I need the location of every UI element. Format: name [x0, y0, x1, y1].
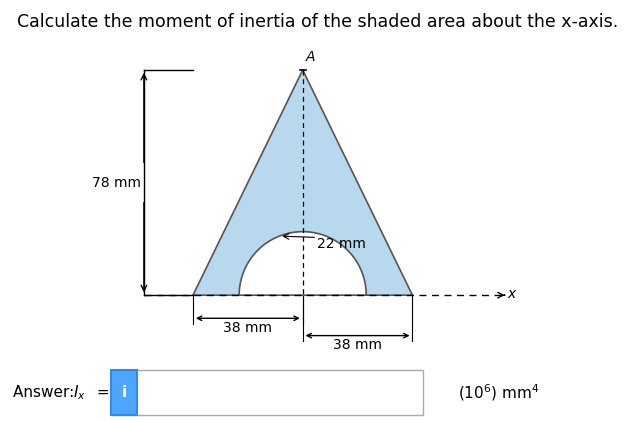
Text: Answer:: Answer:	[13, 385, 79, 400]
FancyBboxPatch shape	[111, 370, 137, 415]
Polygon shape	[193, 70, 412, 295]
Text: 22 mm: 22 mm	[317, 238, 366, 252]
Text: x: x	[508, 287, 516, 301]
Text: Calculate the moment of inertia of the shaded area about the x-axis.: Calculate the moment of inertia of the s…	[17, 13, 619, 31]
Polygon shape	[239, 232, 366, 295]
Text: $I_x$: $I_x$	[73, 383, 86, 402]
FancyBboxPatch shape	[111, 370, 423, 415]
Text: 38 mm: 38 mm	[333, 338, 382, 352]
Text: 38 mm: 38 mm	[223, 321, 272, 335]
Text: A: A	[305, 50, 315, 64]
Text: i: i	[121, 385, 127, 400]
Text: =: =	[92, 385, 114, 400]
Text: $(10^6)\ \mathrm{mm}^4$: $(10^6)\ \mathrm{mm}^4$	[458, 382, 539, 403]
Text: 78 mm: 78 mm	[92, 176, 141, 189]
